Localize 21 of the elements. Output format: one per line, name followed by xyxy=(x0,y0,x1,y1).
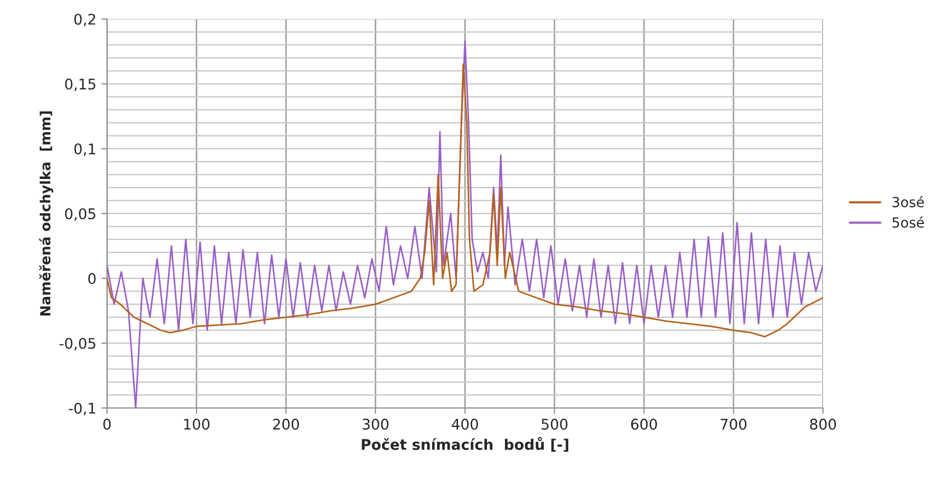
x-tick-label: 600 xyxy=(631,418,657,430)
x-tick-label: 700 xyxy=(720,418,746,430)
x-tick-label: 800 xyxy=(810,418,836,430)
y-tick-label: 0,15 xyxy=(65,78,96,92)
x-tick-label: 0 xyxy=(103,418,111,430)
y-tick-label: 0,05 xyxy=(65,208,96,221)
y-tick-label: 0,2 xyxy=(74,14,96,26)
legend-label: 3osé xyxy=(892,196,924,208)
y-tick-label: -0,1 xyxy=(68,402,96,416)
x-tick-label: 500 xyxy=(542,418,568,430)
x-tick-label: 100 xyxy=(184,418,210,430)
y-axis-title: Naměřená odchylka [mm] xyxy=(39,111,54,316)
legend-label: 5osé xyxy=(892,216,924,228)
y-tick-label: 0 xyxy=(88,273,96,284)
x-tick-label: 200 xyxy=(273,418,299,430)
x-tick-label: 400 xyxy=(452,418,478,430)
x-tick-label: 300 xyxy=(362,418,388,430)
y-tick-label: -0,05 xyxy=(60,338,96,350)
y-tick-label: 0,1 xyxy=(74,143,96,156)
line-series xyxy=(107,64,823,338)
x-axis-title: Počet snímacích bodů [-] xyxy=(362,436,568,452)
